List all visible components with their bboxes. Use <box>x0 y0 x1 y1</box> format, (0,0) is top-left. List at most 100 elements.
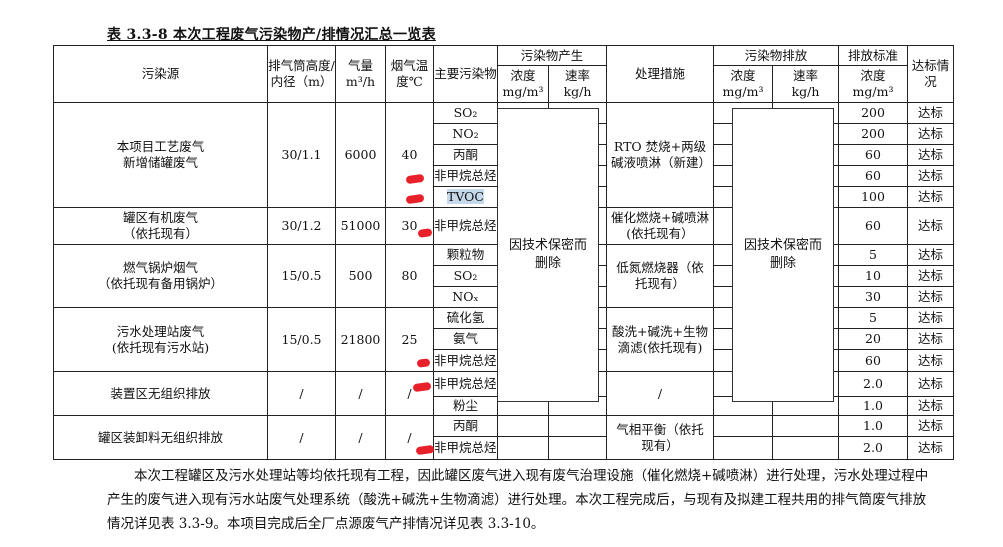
treatment-cell: / <box>606 371 714 416</box>
stack-cell: 30/1.1 <box>267 102 336 208</box>
header-stack: 排气筒高度/内径（m） <box>267 45 336 103</box>
pollutant-cell: 丙酮 <box>433 415 498 437</box>
stack-cell: / <box>267 415 336 460</box>
standard-cell: 5 <box>838 307 908 329</box>
header-gas: 气量 m³/h <box>335 45 386 103</box>
treatment-cell: 气相平衡（依托现有） <box>606 415 714 460</box>
status-cell: 达标 <box>907 286 954 308</box>
standard-cell: 60 <box>838 144 908 166</box>
header-emission: 污染物排放 <box>713 45 839 66</box>
temp-cell: 40 <box>385 102 434 208</box>
standard-cell: 2.0 <box>838 436 908 460</box>
source-cell: 罐区装卸料无组织排放 <box>53 415 268 460</box>
gas-cell: / <box>335 371 386 416</box>
standard-cell: 2.0 <box>838 371 908 397</box>
header-standard: 排放标准 <box>838 45 908 66</box>
standard-cell: 60 <box>838 349 908 372</box>
temp-cell: / <box>385 371 434 416</box>
pollutant-cell: SO₂ <box>433 102 498 124</box>
header-source: 污染源 <box>53 45 268 103</box>
standard-cell: 200 <box>838 102 908 124</box>
pollutant-cell: NO₂ <box>433 123 498 145</box>
status-cell: 达标 <box>907 186 954 208</box>
temp-cell: 80 <box>385 244 434 308</box>
header-prod-rate: 速率 kg/h <box>548 65 607 103</box>
stack-cell: 15/0.5 <box>267 244 336 308</box>
pollutant-cell: 非甲烷总烃 <box>433 349 498 372</box>
emission-table: 污染源 排气筒高度/内径（m） 气量 m³/h 烟气温度℃ 主要污染物 污染物产生… <box>53 45 954 460</box>
gas-cell: 6000 <box>335 102 386 208</box>
pollutant-cell: 非甲烷总烃 <box>433 207 498 245</box>
standard-cell: 30 <box>838 286 908 308</box>
header-std-conc: 浓度 mg/m³ <box>838 65 908 103</box>
redacted-note: 因技术保密而删除 <box>508 238 587 271</box>
stack-cell: 15/0.5 <box>267 307 336 372</box>
status-cell: 达标 <box>907 265 954 287</box>
redacted-emission-box: 因技术保密而删除 <box>732 108 834 402</box>
standard-cell: 200 <box>838 123 908 145</box>
pollutant-cell: 丙酮 <box>433 144 498 166</box>
status-cell: 达标 <box>907 415 954 437</box>
emis-rate-cell <box>772 415 839 437</box>
source-cell: 装置区无组织排放 <box>53 371 268 416</box>
source-cell: 罐区有机废气 （依托现有） <box>53 207 268 245</box>
prod-rate-cell <box>548 415 607 437</box>
header-status: 达标情况 <box>907 45 954 103</box>
header-prod-conc: 浓度 mg/m³ <box>497 65 549 103</box>
status-cell: 达标 <box>907 123 954 145</box>
status-cell: 达标 <box>907 436 954 460</box>
gas-cell: 21800 <box>335 307 386 372</box>
gas-cell: 500 <box>335 244 386 308</box>
pollutant-cell: 粉尘 <box>433 396 498 416</box>
redacted-production-box: 因技术保密而删除 <box>497 108 599 402</box>
emis-conc-cell <box>713 436 773 460</box>
body-paragraph: 本次工程罐区及污水处理站等均依托现有工程，因此罐区废气进入现有废气治理设施（催化… <box>107 468 929 532</box>
standard-cell: 10 <box>838 265 908 287</box>
header-emis-rate: 速率 kg/h <box>772 65 839 103</box>
pollutant-text: TVOC <box>447 189 484 204</box>
status-cell: 达标 <box>907 244 954 266</box>
header-production: 污染物产生 <box>497 45 607 66</box>
source-cell: 燃气锅炉烟气 （依托现有备用锅炉） <box>53 244 268 308</box>
prod-conc-cell <box>497 436 549 460</box>
emis-conc-cell <box>713 415 773 437</box>
treatment-cell: RTO 焚烧+两级碱液喷淋（新建） <box>606 102 714 208</box>
status-cell: 达标 <box>907 165 954 187</box>
pollutant-cell: 氨气 <box>433 328 498 350</box>
status-cell: 达标 <box>907 102 954 124</box>
header-treatment: 处理措施 <box>606 45 714 103</box>
treatment-cell: 酸洗+碱洗+生物滴滤(依托现有) <box>606 307 714 372</box>
status-cell: 达标 <box>907 307 954 329</box>
header-temp: 烟气温度℃ <box>385 45 434 103</box>
gas-cell: 51000 <box>335 207 386 245</box>
stack-cell: 30/1.2 <box>267 207 336 245</box>
header-emis-conc: 浓度 mg/m³ <box>713 65 773 103</box>
status-cell: 达标 <box>907 396 954 416</box>
pollutant-cell: SO₂ <box>433 265 498 287</box>
pollutant-cell: 非甲烷总烃 <box>433 165 498 187</box>
stack-cell: / <box>267 371 336 416</box>
treatment-cell: 低氮燃烧器（依托现有） <box>606 244 714 308</box>
standard-cell: 60 <box>838 165 908 187</box>
pollutant-cell: 颗粒物 <box>433 244 498 266</box>
redacted-note: 因技术保密而删除 <box>743 238 822 271</box>
treatment-cell: 催化燃烧+碱喷淋(依托现有） <box>606 207 714 245</box>
table-title: 表 3.3-8 本次工程废气污染物产/排情况汇总一览表 <box>107 27 436 43</box>
source-cell: 污水处理站废气 (依托现有污水站) <box>53 307 268 372</box>
gas-cell: / <box>335 415 386 460</box>
status-cell: 达标 <box>907 371 954 397</box>
pollutant-cell: 非甲烷总烃 <box>433 371 498 397</box>
header-pollutant: 主要污染物 <box>433 45 498 103</box>
temp-cell: 30 <box>385 207 434 245</box>
prod-conc-cell <box>497 415 549 437</box>
standard-cell: 5 <box>838 244 908 266</box>
status-cell: 达标 <box>907 207 954 245</box>
table-row: 罐区装卸料无组织排放 / / / 丙酮 气相平衡（依托现有） 1.0 达标 <box>53 415 954 460</box>
emis-rate-cell <box>772 436 839 460</box>
pollutant-cell: 非甲烷总烃 <box>433 436 498 460</box>
standard-cell: 100 <box>838 186 908 208</box>
prod-rate-cell <box>548 436 607 460</box>
pollutant-cell: NOₓ <box>433 286 498 308</box>
standard-cell: 60 <box>838 207 908 245</box>
standard-cell: 1.0 <box>838 415 908 437</box>
